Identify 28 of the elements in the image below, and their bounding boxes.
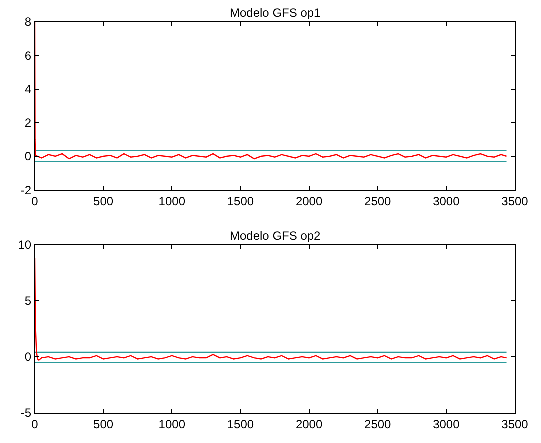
y-tick-label: 10	[18, 238, 32, 252]
x-tick-label: 2000	[296, 417, 323, 432]
x-tick-label: 2500	[364, 417, 392, 432]
chart-title: Modelo GFS op1	[230, 6, 322, 20]
x-tick-label: 1500	[227, 417, 254, 432]
y-tick-label: 2	[24, 116, 32, 130]
x-tick-label: 1000	[158, 417, 186, 432]
x-tick-label: 500	[94, 194, 114, 209]
x-tick-label: 3500	[502, 417, 529, 432]
chart-title: Modelo GFS op2	[230, 229, 322, 243]
x-tick-label: 3000	[433, 417, 460, 432]
x-tick-label: 2000	[296, 194, 323, 209]
x-tick-label: 500	[94, 417, 114, 432]
y-tick-label: 0	[24, 350, 32, 364]
x-tick-label: 2500	[364, 194, 392, 209]
y-tick-label: 6	[24, 48, 32, 63]
x-tick-label: 3500	[502, 194, 529, 209]
line-series	[35, 258, 508, 361]
y-tick-label: 0	[24, 150, 32, 164]
y-tick-label: -2	[20, 183, 32, 198]
x-tick-label: 1500	[227, 194, 254, 209]
y-tick-label: 4	[24, 82, 32, 96]
y-tick-label: -5	[20, 406, 32, 420]
x-tick-label: 1000	[158, 194, 186, 209]
y-tick-label: 8	[24, 15, 32, 30]
x-tick-label: 3000	[433, 194, 460, 209]
line-series	[35, 22, 508, 160]
y-tick-label: 5	[24, 294, 32, 308]
